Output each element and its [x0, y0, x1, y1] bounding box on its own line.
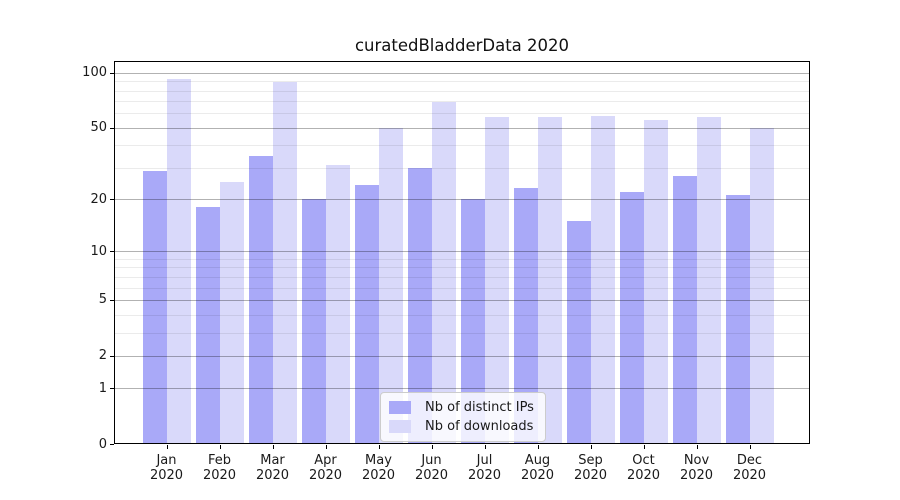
x-tick-label-oct: Oct 2020 [626, 453, 661, 483]
x-tick-label-sep: Sep 2020 [573, 453, 608, 483]
bar-distinct-ips-oct [619, 191, 644, 444]
bar-downloads-feb [219, 182, 244, 444]
y-tick-label-0: 0 [98, 436, 107, 452]
y-tick-label-100: 100 [82, 65, 107, 81]
gridline-minor-40 [114, 145, 810, 147]
axes-border [114, 61, 810, 444]
bar-downloads-apr [325, 165, 350, 444]
x-tick-mark-dec [749, 445, 751, 449]
gridline-major-50 [114, 127, 810, 129]
bar-downloads-jun [431, 102, 456, 444]
gridline-major-100 [114, 72, 810, 74]
y-tick-mark-100 [110, 72, 114, 74]
gridline-minor-8 [114, 267, 810, 269]
x-tick-label-jan: Jan 2020 [149, 453, 184, 483]
gridline-minor-30 [114, 167, 810, 169]
gridline-minor-60 [114, 113, 810, 115]
gridline-minor-70 [114, 101, 810, 103]
chart-title: curatedBladderData 2020 [354, 36, 570, 55]
gridline-minor-9 [114, 258, 810, 260]
bar-downloads-nov [696, 117, 721, 444]
bar-distinct-ips-dec [725, 195, 750, 444]
gridline-major-2 [114, 355, 810, 357]
x-tick-mark-jul [484, 445, 486, 449]
bar-downloads-jul [484, 117, 509, 444]
gridline-minor-6 [114, 287, 810, 289]
y-tick-label-5: 5 [98, 292, 107, 308]
legend-swatch-downloads [389, 420, 411, 433]
x-tick-mark-oct [643, 445, 645, 449]
x-tick-mark-may [378, 445, 380, 449]
bar-distinct-ips-may [354, 185, 379, 444]
bar-downloads-dec [749, 127, 774, 444]
gridline-minor-3 [114, 332, 810, 334]
bar-distinct-ips-nov [672, 176, 697, 444]
x-tick-label-apr: Apr 2020 [308, 453, 343, 483]
y-tick-label-2: 2 [98, 348, 107, 364]
bar-distinct-ips-apr [301, 199, 326, 444]
gridline-minor-90 [114, 81, 810, 83]
bar-distinct-ips-jan [142, 170, 167, 444]
y-tick-label-50: 50 [90, 120, 107, 136]
y-tick-mark-5 [110, 299, 114, 301]
bar-downloads-jan [166, 78, 191, 444]
legend: Nb of distinct IPs Nb of downloads [380, 392, 546, 442]
y-tick-label-20: 20 [90, 191, 107, 207]
bar-downloads-aug [537, 117, 562, 444]
y-tick-mark-2 [110, 355, 114, 357]
x-tick-mark-jun [431, 445, 433, 449]
x-tick-mark-apr [325, 445, 327, 449]
bar-downloads-sep [590, 116, 615, 444]
gridline-minor-80 [114, 90, 810, 92]
bar-distinct-ips-mar [248, 155, 273, 444]
bar-distinct-ips-feb [195, 207, 220, 444]
gridline-major-20 [114, 199, 810, 201]
legend-item-downloads: Nb of downloads [389, 417, 537, 436]
bar-downloads-may [378, 127, 403, 444]
legend-label-distinct-ips: Nb of distinct IPs [425, 400, 534, 415]
bar-downloads-oct [643, 120, 668, 444]
gridline-minor-4 [114, 314, 810, 316]
gridline-major-5 [114, 299, 810, 301]
x-tick-label-dec: Dec 2020 [732, 453, 767, 483]
y-tick-label-1: 1 [98, 380, 107, 396]
x-tick-mark-feb [219, 445, 221, 449]
x-tick-mark-nov [696, 445, 698, 449]
y-tick-mark-50 [110, 127, 114, 129]
x-tick-mark-jan [166, 445, 168, 449]
x-tick-label-mar: Mar 2020 [255, 453, 290, 483]
x-tick-label-feb: Feb 2020 [202, 453, 237, 483]
legend-label-downloads: Nb of downloads [425, 419, 534, 434]
gridline-major-10 [114, 251, 810, 253]
gridline-major-1 [114, 388, 810, 390]
bar-downloads-mar [272, 82, 297, 444]
x-tick-mark-mar [272, 445, 274, 449]
y-tick-label-10: 10 [90, 243, 107, 259]
legend-swatch-distinct-ips [389, 401, 411, 414]
x-tick-mark-sep [590, 445, 592, 449]
bar-distinct-ips-sep [566, 221, 591, 444]
y-tick-mark-0 [110, 444, 114, 445]
y-tick-mark-10 [110, 251, 114, 253]
x-tick-label-nov: Nov 2020 [679, 453, 714, 483]
legend-item-distinct-ips: Nb of distinct IPs [389, 398, 537, 417]
x-tick-label-aug: Aug 2020 [520, 453, 555, 483]
x-tick-label-jul: Jul 2020 [467, 453, 502, 483]
plot-area [114, 61, 810, 444]
x-tick-label-jun: Jun 2020 [414, 453, 449, 483]
gridline-minor-7 [114, 276, 810, 278]
x-tick-label-may: May 2020 [361, 453, 396, 483]
y-tick-mark-1 [110, 388, 114, 390]
y-tick-mark-20 [110, 199, 114, 201]
x-tick-mark-aug [537, 445, 539, 449]
